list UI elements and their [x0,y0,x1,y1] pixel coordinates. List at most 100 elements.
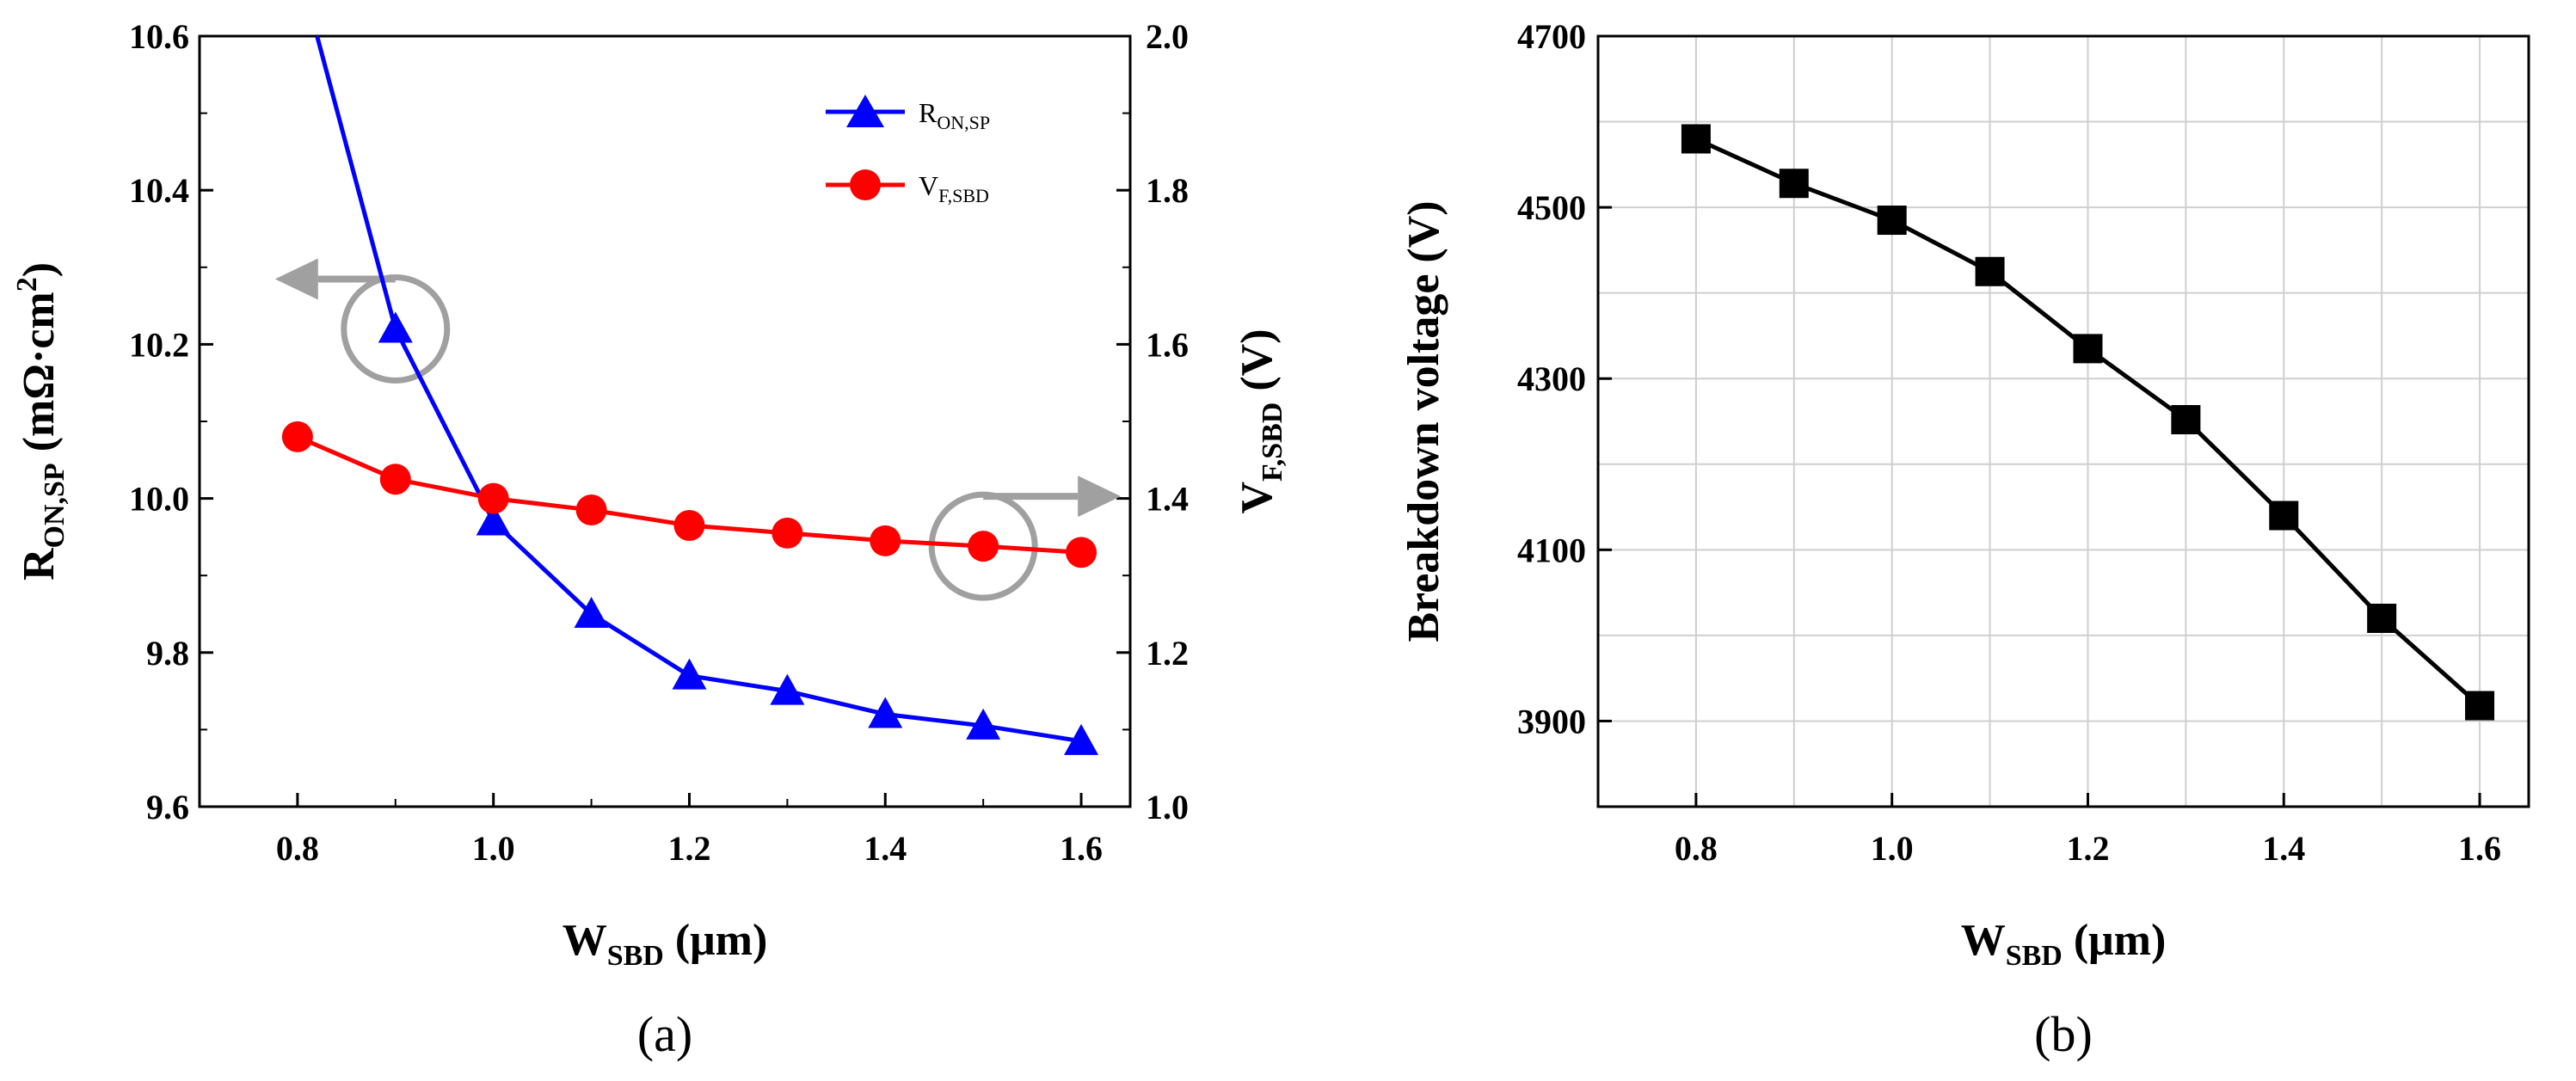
data-point-vf [673,509,705,541]
y-tick-label-right-a: 2.0 [1146,17,1189,56]
y-axis-title-b: Breakdown voltage (V) [1399,200,1448,642]
data-point-breakdown [1877,206,1907,236]
data-point-breakdown [1779,169,1809,199]
y-tick-label-left-a: 9.8 [146,634,189,673]
data-point-ron [476,504,511,536]
data-point-ron [574,597,609,628]
data-point-breakdown [2171,405,2201,435]
data-point-vf [870,525,901,556]
x-axis-a: 0.8 1.0 1.2 1.4 1.6 [199,793,1103,868]
data-point-vf [477,482,509,514]
legend-label-vf: VF,SBD [919,170,989,206]
x-tick-label-a: 1.0 [472,829,515,868]
y-tick-label-left-a: 9.6 [146,788,189,826]
data-point-breakdown [1681,124,1711,154]
legend-label-vf-sub: F,SBD [938,185,989,206]
legend-a: RON,SP VF,SBD [826,95,990,206]
annotation-arrow-left-icon [274,258,318,300]
legend-marker-ron [846,95,884,127]
data-point-ron [378,311,413,343]
y-axis-title-left-a-unit: (mΩ·cm [15,292,64,463]
annotations-a [274,258,1122,601]
x-tick-label-b: 1.2 [2066,829,2109,868]
y-axis-title-right-a-sub: F,SBD [1257,402,1288,482]
y-tick-label-b: 4500 [1517,188,1586,227]
data-point-vf [379,464,411,495]
x-axis-title-a-main: W [563,916,607,965]
y-axis-title-right-a: VF,SBD (V) [1233,329,1288,513]
x-axis-title-b-unit: (μm) [2063,916,2166,965]
data-point-ron [1064,723,1099,755]
y-axis-title-left-a-sub: ON,SP [39,463,71,548]
legend-label-vf-main: V [919,170,938,201]
x-tick-label-a: 1.6 [1060,829,1103,868]
x-tick-label-b: 0.8 [1675,829,1718,868]
data-point-vf [281,421,313,452]
chart-panel-a: 0.8 1.0 1.2 1.4 1.6 9.6 9.8 10.0 10.2 10.4 10.6 1… [11,17,1288,1062]
y-tick-label-right-a: 1.2 [1146,634,1189,673]
y-tick-label-right-a: 1.4 [1146,480,1189,519]
legend-marker-vf [850,169,881,200]
plot-frame-b [1596,34,2530,808]
data-point-vf [968,531,999,562]
plot-frame-a [198,34,1132,808]
y-axis-title-left-a-main: R [15,547,64,580]
data-point-breakdown [2269,501,2299,531]
x-tick-label-b: 1.4 [2262,829,2305,868]
series-line-ron [315,35,1082,744]
y-axis-left-a: 9.6 9.8 10.0 10.2 10.4 10.6 [129,17,213,826]
y-tick-label-left-a: 10.0 [129,480,189,519]
data-point-vf [1066,537,1097,568]
x-tick-label-b: 1.0 [1871,829,1914,868]
y-axis-title-right-a-main: V [1233,482,1282,514]
y-tick-label-left-a: 10.4 [129,171,189,210]
data-point-vf [772,517,803,549]
y-tick-label-b: 4700 [1517,17,1586,56]
y-axis-title-left-a-close: ) [15,262,64,277]
x-axis-title-a-sub: SBD [607,940,664,972]
y-tick-label-left-a: 10.6 [129,17,189,56]
y-axis-b: 3900 4100 4300 4500 4700 [1517,17,1612,740]
x-axis-title-b-sub: SBD [2006,940,2063,972]
y-axis-right-a: 1.0 1.2 1.4 1.6 1.8 2.0 [1116,17,1189,826]
x-tick-label-a: 0.8 [276,829,319,868]
y-axis-title-left-a: RON,SP (mΩ·cm2) [11,262,71,580]
legend-label-ron-main: R [919,97,938,128]
y-tick-label-b: 4300 [1517,359,1586,398]
annotation-arrow-right-icon [1078,476,1122,518]
data-point-ron [966,708,1001,740]
x-tick-label-a: 1.2 [667,829,710,868]
panel-label-b: (b) [2034,1006,2093,1062]
y-tick-label-b: 4100 [1517,531,1586,569]
y-tick-label-left-a: 10.2 [129,325,189,364]
y-tick-label-right-a: 1.8 [1146,171,1189,210]
x-axis-title-a: WSBD (μm) [563,916,768,972]
data-point-ron [770,673,805,705]
grid-b [1598,35,2529,807]
y-axis-title-left-a-sup: 2 [11,277,43,292]
x-tick-label-b: 1.6 [2458,829,2501,868]
data-point-vf [575,494,607,526]
x-axis-title-a-unit: (μm) [664,916,767,965]
y-axis-title-right-a-unit: (V) [1233,329,1282,402]
series-b [1681,124,2495,721]
series-a [281,35,1099,755]
x-axis-title-b: WSBD (μm) [1961,916,2167,972]
x-axis-title-b-main: W [1961,916,2006,965]
y-tick-label-right-a: 1.6 [1146,325,1189,364]
y-tick-label-right-a: 1.0 [1146,788,1189,826]
data-point-ron [672,658,707,690]
legend-label-ron: RON,SP [919,97,990,133]
x-axis-b: 0.8 1.0 1.2 1.4 1.6 [1675,793,2501,868]
legend-label-ron-sub: ON,SP [937,112,990,133]
data-point-breakdown [2073,334,2103,364]
data-point-breakdown [1975,256,2005,286]
chart-panel-b: 0.8 1.0 1.2 1.4 1.6 3900 4100 4300 4500 4700 WSB… [1399,17,2530,1062]
y-tick-label-b: 3900 [1517,702,1586,740]
x-tick-label-a: 1.4 [864,829,907,868]
data-point-breakdown [2465,691,2495,721]
panel-label-a: (a) [637,1006,692,1062]
data-point-breakdown [2367,603,2397,633]
data-point-ron [868,697,903,728]
